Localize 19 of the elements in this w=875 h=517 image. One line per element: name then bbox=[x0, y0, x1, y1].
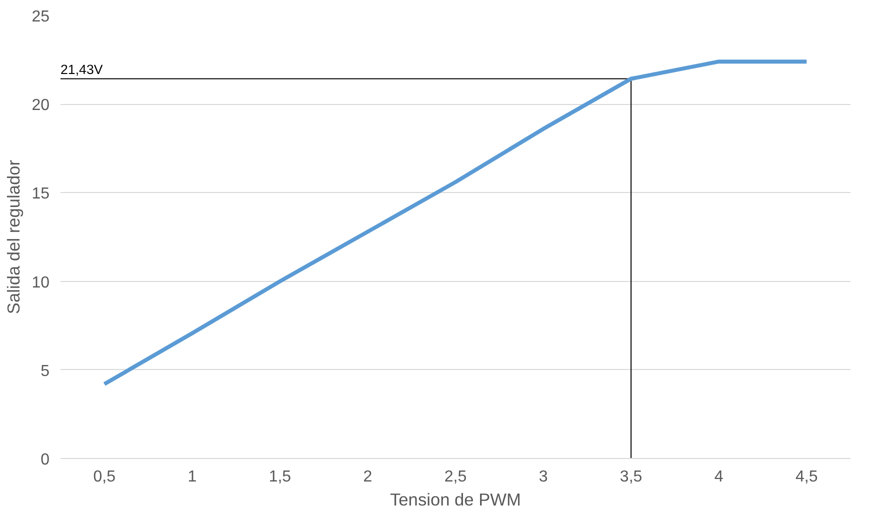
x-tick-label: 2 bbox=[363, 468, 372, 486]
y-tick-label: 15 bbox=[32, 186, 50, 203]
y-tick-label: 5 bbox=[40, 362, 50, 380]
x-tick-label: 0,5 bbox=[93, 468, 116, 486]
line-series bbox=[102, 60, 809, 386]
x-axis-title: Tension de PWM bbox=[390, 490, 521, 510]
ref-line-label: 21,43V bbox=[60, 62, 103, 77]
x-tick-label: 1,5 bbox=[268, 468, 292, 486]
x-tick-label: 2,5 bbox=[444, 468, 467, 486]
x-tick-label: 4 bbox=[714, 468, 724, 486]
x-tick-label: 1 bbox=[188, 468, 197, 486]
x-tick-label: 3 bbox=[538, 468, 548, 486]
x-tick-label: 4,5 bbox=[795, 468, 818, 486]
y-axis-title: Salida del regulador bbox=[4, 160, 24, 314]
y-tick-label: 20 bbox=[32, 97, 50, 114]
y-tick-label: 25 bbox=[32, 8, 50, 26]
y-tick-label: 10 bbox=[32, 274, 50, 292]
x-tick-label: 3,5 bbox=[620, 468, 642, 486]
y-tick-label: 0 bbox=[40, 452, 50, 468]
